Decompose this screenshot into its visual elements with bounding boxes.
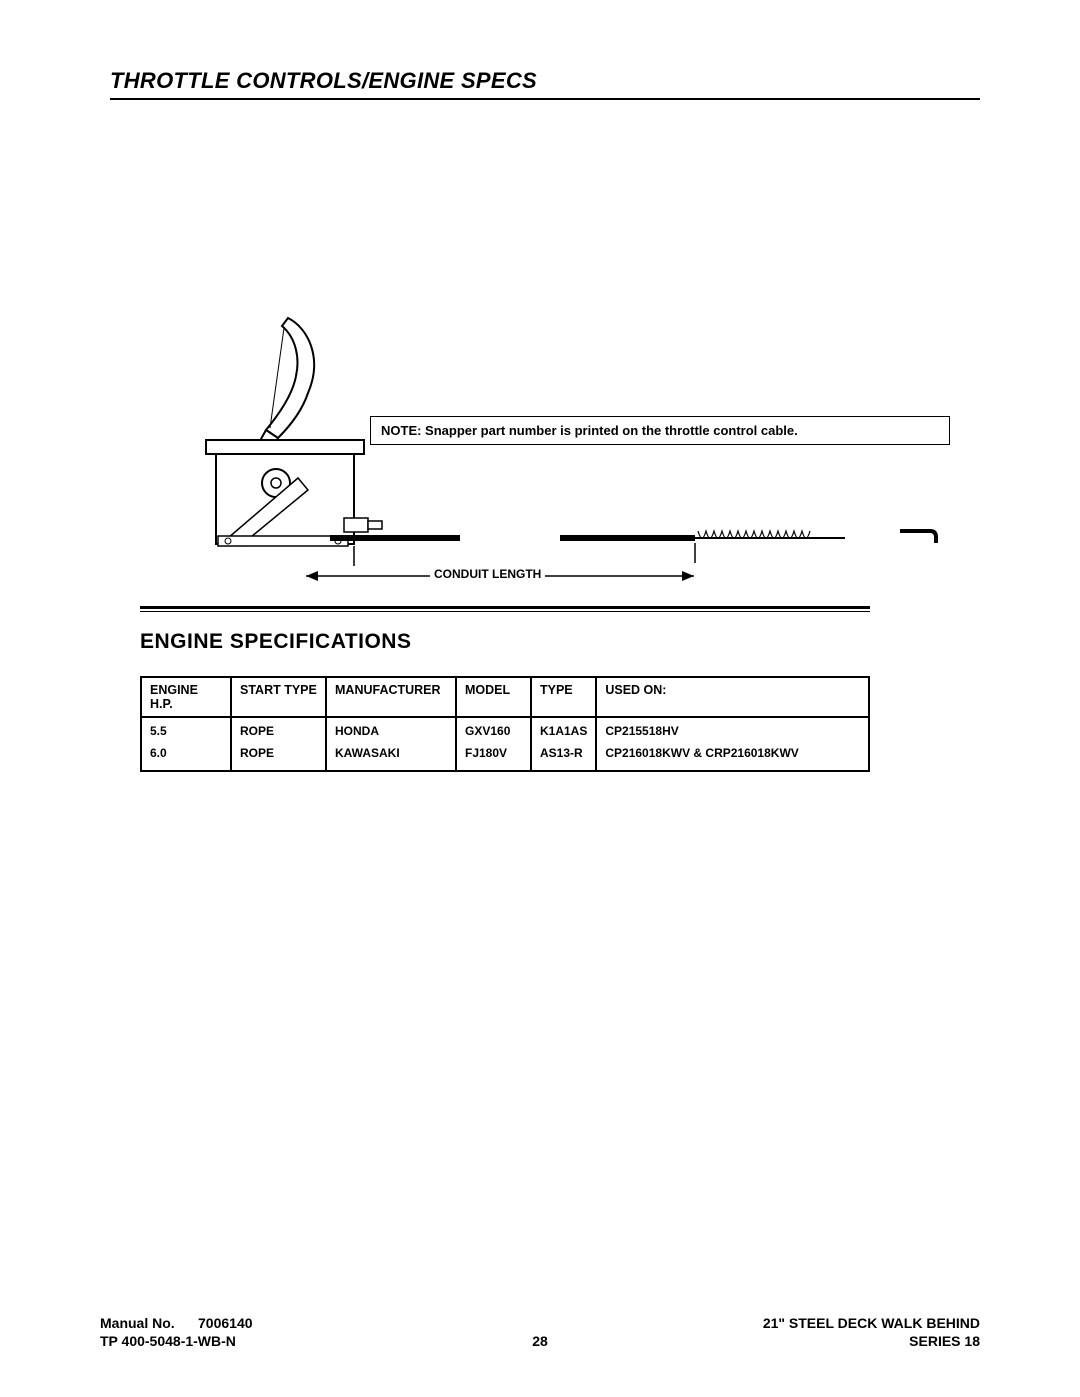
cell: AS13-R <box>531 740 596 771</box>
cell: K1A1AS <box>531 717 596 740</box>
col-engine-hp: ENGINE H.P. <box>141 677 231 717</box>
page-title: THROTTLE CONTROLS/ENGINE SPECS <box>110 68 980 94</box>
col-start-type: START TYPE <box>231 677 326 717</box>
cell: 5.5 <box>141 717 231 740</box>
conduit-length-label: CONDUIT LENGTH <box>430 567 545 581</box>
engine-specs-table: ENGINE H.P. START TYPE MANUFACTURER MODE… <box>140 676 870 772</box>
cell: ROPE <box>231 740 326 771</box>
table-row: 5.5 ROPE HONDA GXV160 K1A1AS CP215518HV <box>141 717 869 740</box>
product-name: 21" STEEL DECK WALK BEHIND <box>763 1315 980 1331</box>
manual-label: Manual No. <box>100 1315 175 1331</box>
engine-specs-heading: ENGINE SPECIFICATIONS <box>140 630 980 654</box>
col-used-on: USED ON: <box>596 677 869 717</box>
cell: 6.0 <box>141 740 231 771</box>
cell: GXV160 <box>456 717 531 740</box>
cell: ROPE <box>231 717 326 740</box>
table-row: 6.0 ROPE KAWASAKI FJ180V AS13-R CP216018… <box>141 740 869 771</box>
page-footer: Manual No. 7006140 21" STEEL DECK WALK B… <box>100 1315 980 1349</box>
conduit-length-indicator: CONDUIT LENGTH <box>300 561 700 591</box>
cell: CP215518HV <box>596 717 869 740</box>
manual-no-value: 7006140 <box>198 1315 253 1331</box>
col-type: TYPE <box>531 677 596 717</box>
cell: FJ180V <box>456 740 531 771</box>
table-header-row: ENGINE H.P. START TYPE MANUFACTURER MODE… <box>141 677 869 717</box>
note-box: NOTE: Snapper part number is printed on … <box>370 416 950 445</box>
title-underline <box>110 98 980 100</box>
manual-page: THROTTLE CONTROLS/ENGINE SPECS <box>0 0 1080 1397</box>
page-number: 28 <box>532 1333 548 1349</box>
series-label: SERIES 18 <box>909 1333 980 1349</box>
col-manufacturer: MANUFACTURER <box>326 677 456 717</box>
section-divider <box>140 606 870 612</box>
col-model: MODEL <box>456 677 531 717</box>
cell: CP216018KWV & CRP216018KWV <box>596 740 869 771</box>
throttle-cable-icon <box>300 513 960 563</box>
manual-number: Manual No. 7006140 <box>100 1315 253 1331</box>
cell: KAWASAKI <box>326 740 456 771</box>
cell: HONDA <box>326 717 456 740</box>
throttle-diagram: NOTE: Snapper part number is printed on … <box>110 318 980 586</box>
tp-number: TP 400-5048-1-WB-N <box>100 1333 236 1349</box>
